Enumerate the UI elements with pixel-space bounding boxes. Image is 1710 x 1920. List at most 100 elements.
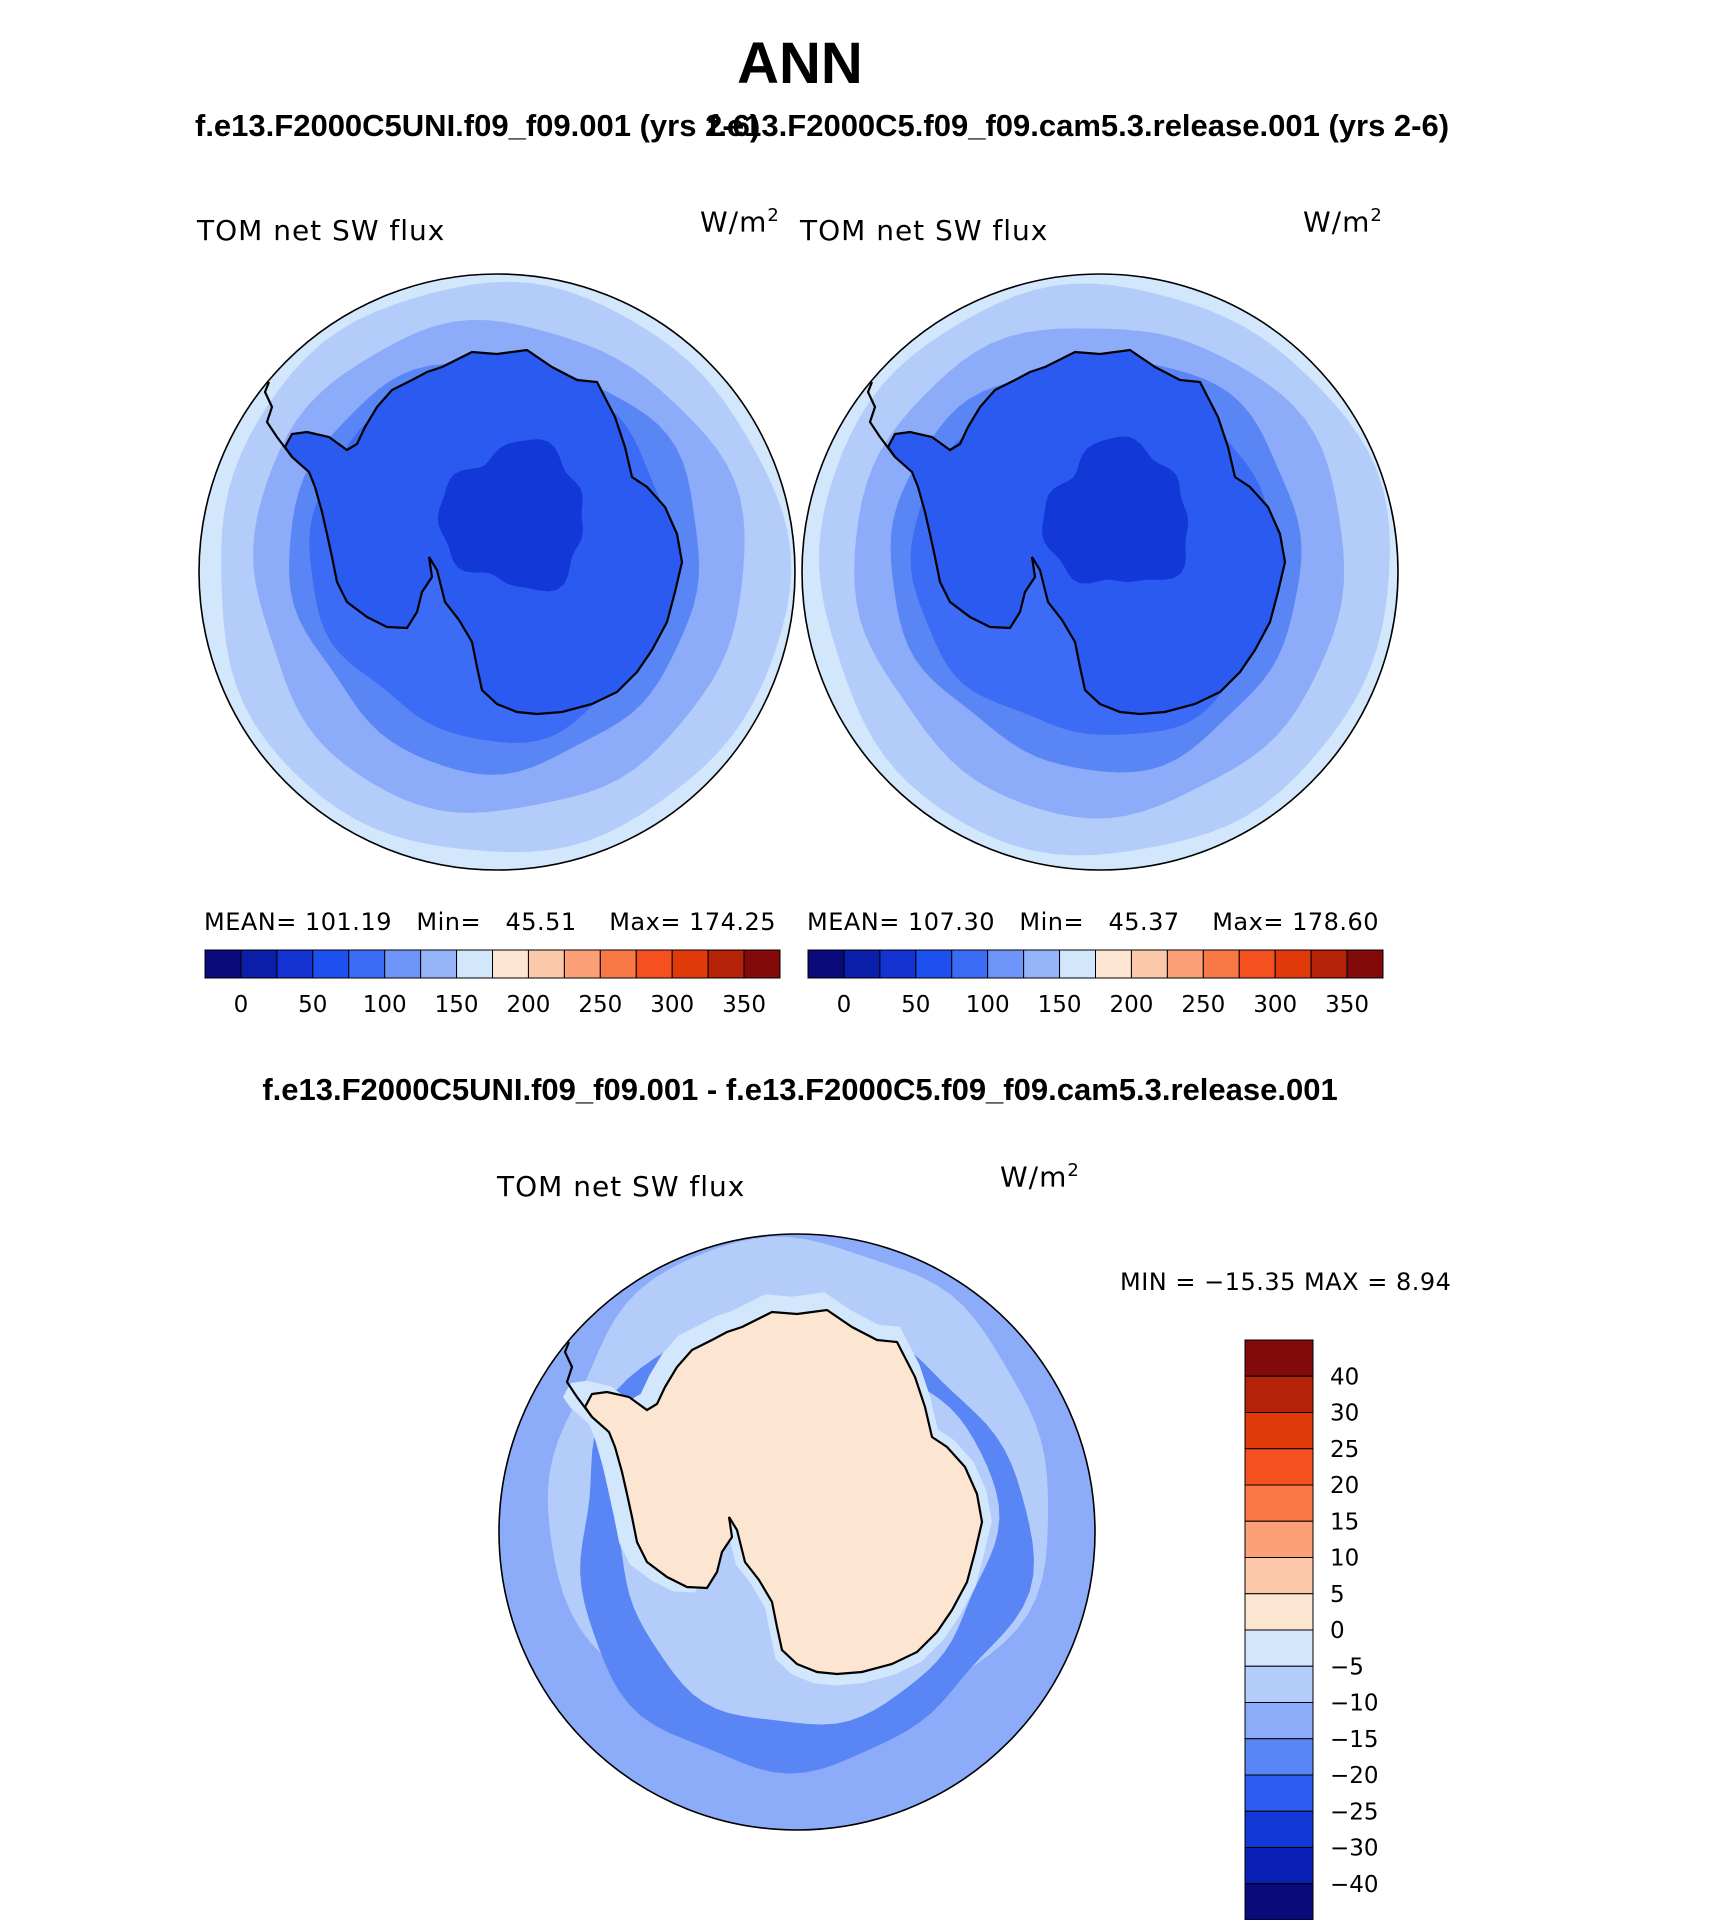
plot-title-right: TOM net SW flux xyxy=(800,214,1049,247)
min-value: 45.37 xyxy=(1108,908,1180,936)
colorbar-left: 0 50 100 150 200 250 300 350 xyxy=(204,949,781,1018)
colorbar-tick-label: 30 xyxy=(1330,1401,1359,1427)
colorbar-swatch xyxy=(1244,1412,1314,1450)
colorbar-swatch xyxy=(1244,1629,1314,1667)
colorbar-swatch xyxy=(843,949,881,979)
colorbar-swatch xyxy=(1244,1774,1314,1812)
antarctica-coastline xyxy=(886,348,1287,716)
antarctica-coastline xyxy=(583,1308,984,1676)
colorbar-swatch xyxy=(1244,1375,1314,1413)
colorbar-tick-label: 200 xyxy=(506,992,550,1018)
colorbar-swatch xyxy=(1244,1448,1314,1486)
colorbar-tick-label: 250 xyxy=(578,992,622,1018)
colorbar-tick-label: −20 xyxy=(1330,1763,1379,1789)
colorbar-tick-label: 150 xyxy=(435,992,479,1018)
colorbar-tick-label: 350 xyxy=(722,992,766,1018)
colorbar-tick-label: 200 xyxy=(1109,992,1153,1018)
contour-core xyxy=(437,439,583,592)
colorbar-swatch xyxy=(1244,1557,1314,1595)
colorbar-swatch xyxy=(1244,1738,1314,1776)
colorbar-swatch xyxy=(204,949,242,979)
colorbar-swatch xyxy=(1244,1847,1314,1885)
colorbar-swatch xyxy=(987,949,1025,979)
colorbar-swatch xyxy=(707,949,745,979)
units-left: W/m2 xyxy=(700,205,780,239)
peninsula-coastline xyxy=(263,381,293,458)
colorbar-swatch xyxy=(240,949,278,979)
colorbar-swatch xyxy=(1238,949,1276,979)
mean-value: 107.30 xyxy=(908,908,995,936)
antarctica-coastline xyxy=(283,348,684,716)
peninsula-coastline xyxy=(866,381,896,458)
figure-title: ANN xyxy=(737,31,863,96)
colorbar-swatch xyxy=(527,949,565,979)
colorbar-tick-label: 150 xyxy=(1038,992,1082,1018)
colorbar-tick-label: 0 xyxy=(837,992,852,1018)
colorbar-diff: 40 30 25 20 15 10 5 0 −5 −10 −15 −20 −25 −30 −40 xyxy=(1244,1339,1379,1920)
max-label: Max= xyxy=(609,908,681,936)
colorbar-tick-label: −40 xyxy=(1330,1872,1379,1898)
plot-title-diff: TOM net SW flux xyxy=(497,1170,746,1203)
colorbar-swatch xyxy=(1244,1883,1314,1920)
colorbar-swatch xyxy=(1059,949,1096,979)
colorbar-right: 0 50 100 150 200 250 300 350 xyxy=(807,949,1384,1018)
colorbar-swatch xyxy=(807,949,845,979)
units-right: W/m2 xyxy=(1303,205,1383,239)
colorbar-swatch xyxy=(1310,949,1348,979)
colorbar-swatch xyxy=(276,949,314,979)
map-left xyxy=(198,273,796,871)
colorbar-swatch xyxy=(1244,1484,1314,1522)
colorbar-swatch xyxy=(951,949,989,979)
colorbar-tick-label: 25 xyxy=(1330,1437,1359,1463)
map-border xyxy=(198,273,796,871)
contour-core xyxy=(1042,436,1189,584)
map-border xyxy=(498,1233,1096,1831)
case-title-right: f.e13.F2000C5.f09_f09.cam5.3.release.001… xyxy=(708,108,1450,143)
colorbar-tick-label: 0 xyxy=(234,992,249,1018)
colorbar-swatch xyxy=(743,949,781,979)
peninsula-coastline xyxy=(563,1341,593,1418)
map-border xyxy=(801,273,1399,871)
colorbar-swatch xyxy=(1023,949,1061,979)
colorbar-tick-label: 50 xyxy=(901,992,930,1018)
units-diff: W/m2 xyxy=(1000,1160,1080,1194)
stats-right: MEAN= 107.30 Min= 45.37 Max= 178.60 xyxy=(807,908,1379,936)
colorbar-tick-label: 100 xyxy=(363,992,407,1018)
colorbar-tick-label: −10 xyxy=(1330,1691,1379,1717)
mean-label: MEAN= xyxy=(204,908,297,936)
colorbar-swatch xyxy=(879,949,917,979)
colorbar-swatch xyxy=(1130,949,1168,979)
colorbar-swatch xyxy=(1166,949,1204,979)
mean-value: 101.19 xyxy=(305,908,392,936)
colorbar-swatch xyxy=(1244,1810,1314,1848)
colorbar-tick-label: 10 xyxy=(1330,1546,1359,1572)
colorbar-swatch xyxy=(1244,1702,1314,1740)
colorbar-tick-label: 350 xyxy=(1325,992,1369,1018)
colorbar-swatch xyxy=(312,949,350,979)
colorbar-tick-label: 40 xyxy=(1330,1364,1359,1390)
colorbar-swatch xyxy=(384,949,422,979)
colorbar-tick-label: 5 xyxy=(1330,1582,1345,1608)
colorbar-tick-label: 100 xyxy=(966,992,1010,1018)
colorbar-tick-label: −30 xyxy=(1330,1836,1379,1862)
min-label: Min= xyxy=(416,908,482,936)
colorbar-tick-label: 20 xyxy=(1330,1473,1359,1499)
colorbar-swatch xyxy=(1244,1593,1314,1631)
colorbar-swatch xyxy=(1244,1665,1314,1703)
min-value: 45.51 xyxy=(505,908,577,936)
colorbar-tick-label: 300 xyxy=(1253,992,1297,1018)
colorbar-swatch xyxy=(563,949,601,979)
colorbar-tick-label: 0 xyxy=(1330,1618,1345,1644)
map-right xyxy=(801,273,1399,871)
colorbar-tick-label: −15 xyxy=(1330,1727,1379,1753)
colorbar-swatch xyxy=(599,949,637,979)
max-label: Max= xyxy=(1212,908,1284,936)
colorbar-swatch xyxy=(1346,949,1384,979)
max-value: 174.25 xyxy=(689,908,777,936)
colorbar-swatch xyxy=(1244,1520,1314,1558)
colorbar-swatch xyxy=(635,949,673,979)
colorbar-tick-label: 250 xyxy=(1181,992,1225,1018)
colorbar-swatch xyxy=(456,949,493,979)
stats-left: MEAN= 101.19 Min= 45.51 Max= 174.25 xyxy=(204,908,776,936)
colorbar-swatch xyxy=(671,949,709,979)
